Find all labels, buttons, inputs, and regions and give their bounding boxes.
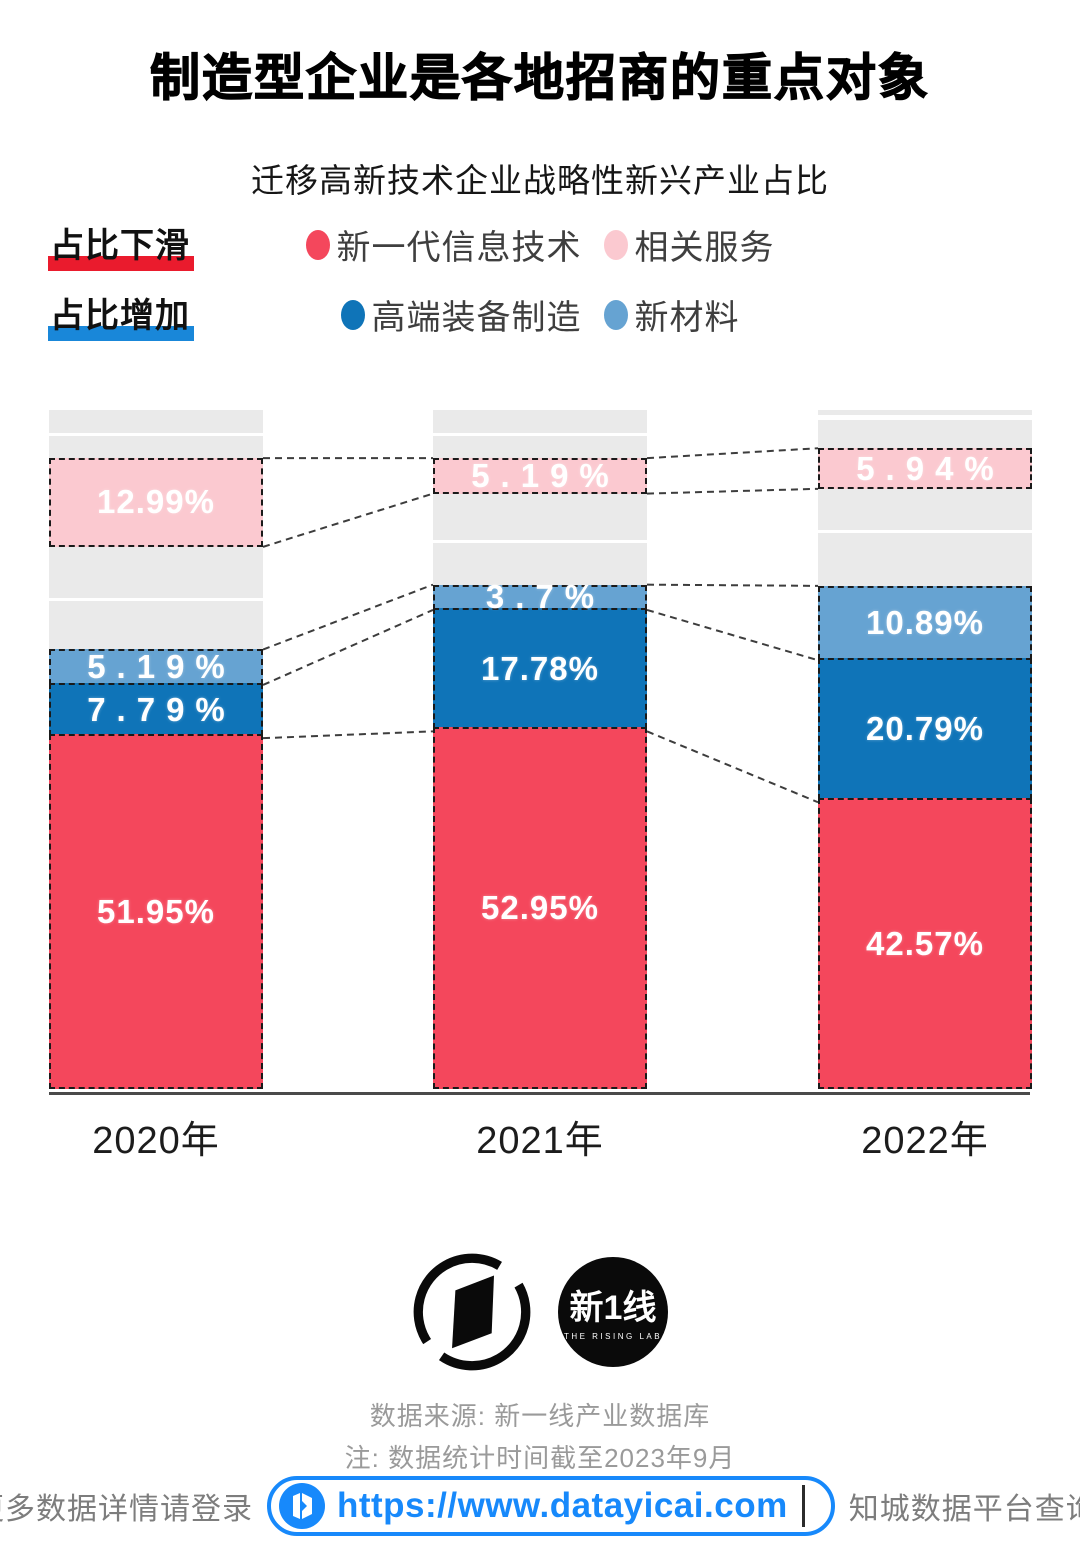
footer-logos: 新1线 THE RISING LAB [0, 1250, 1080, 1374]
segment-equipment-2020年: 7.79% [49, 682, 263, 737]
segment-value-label: 5.19% [471, 456, 620, 494]
segment-other-2020年 [49, 435, 263, 459]
segment-value-label: 52.95% [481, 889, 599, 927]
segment-materials-2022年: 10.89% [818, 585, 1032, 661]
segment-materials-2021年: 3.7% [433, 578, 647, 615]
segment-it-2021年: 52.95% [433, 727, 647, 1089]
segment-value-label: 51.95% [97, 892, 215, 930]
x-axis-label: 2020年 [92, 1120, 220, 1162]
segment-gap-2020年 [49, 598, 263, 602]
connector-line-equipment-top [646, 608, 819, 662]
cta-right-text: 知城数据平台查询! [848, 1493, 1080, 1526]
legend-item-label: 新材料 [634, 299, 740, 337]
trend-label: 占比增加 [48, 288, 194, 341]
datayicai-logo-icon [278, 1483, 325, 1529]
cta-left-text: 更多数据详情请登录 [0, 1493, 253, 1526]
legend-item: 高端装备制造 [340, 290, 582, 339]
segment-materials-2020年: 5.19% [49, 648, 263, 686]
connector-line-equipment-top [262, 608, 434, 686]
segment-it-2022年: 42.57% [818, 798, 1032, 1089]
legend-item-label: 相关服务 [634, 229, 775, 267]
segment-value-label: 17.78% [481, 649, 599, 687]
legend-row-0: 占比下滑 新一代信息技术 相关服务 [0, 218, 1080, 271]
legend-items: 新一代信息技术 相关服务 [0, 220, 1080, 269]
segment-services-2022年: 5.94% [818, 448, 1032, 489]
segment-other-2020年 [49, 410, 263, 433]
trend-underline [48, 326, 194, 341]
segment-other-2022年 [818, 532, 1032, 586]
segment-other-2021年 [433, 435, 647, 459]
segment-gap-2020年 [49, 432, 263, 436]
segment-value-label: 10.89% [866, 604, 984, 642]
x-axis-label: 2021年 [476, 1120, 604, 1162]
segment-value-label: 42.57% [866, 924, 984, 962]
stacked-bar-2021年: 5.19% 3.7% 17.78% 52.95% [433, 410, 647, 1089]
legend-item-label: 高端装备制造 [371, 299, 582, 337]
segment-value-label: 12.99% [97, 483, 215, 521]
segment-other-2021年 [433, 543, 647, 585]
segment-equipment-2021年: 17.78% [433, 607, 647, 730]
segment-gap-2022年 [818, 415, 1032, 420]
legend-item: 相关服务 [603, 220, 775, 269]
url-text: https://www.datayicai.com [336, 1486, 788, 1525]
segment-value-label: 7.79% [87, 690, 236, 728]
legend-dot-icon [305, 229, 330, 260]
segment-gap-2021年 [433, 432, 647, 436]
rising-lab-logo-text: 新1线 [570, 1289, 657, 1327]
connector-line-it-top [646, 730, 819, 804]
segment-other-2021年 [433, 493, 647, 540]
chart-subtitle: 迁移高新技术企业战略性新兴产业占比 [251, 162, 829, 199]
segment-other-2022年 [818, 419, 1032, 449]
rising-lab-logo-icon: 新1线 THE RISING LAB [558, 1257, 668, 1367]
legend-row-1: 占比增加 高端装备制造 新材料 [0, 288, 1080, 341]
stacked-bar-2020年: 12.99% 5.19% 7.79% 51.95% [49, 410, 263, 1089]
data-source-line: 数据来源: 新一线产业数据库 [369, 1401, 711, 1431]
legend-dot-icon [603, 299, 628, 330]
segment-other-2020年 [49, 601, 263, 650]
legend-item: 新材料 [603, 290, 740, 339]
segment-value-label: 3.7% [485, 578, 606, 616]
footer-cta-row: 更多数据详情请登录 https://www.datayicai.com 知城数据… [0, 1476, 1080, 1536]
x-axis-line [49, 1092, 1030, 1095]
segment-services-2021年: 5.19% [433, 456, 647, 494]
url-pill[interactable]: https://www.datayicai.com [266, 1476, 835, 1536]
trend-label: 占比下滑 [48, 218, 194, 271]
segment-equipment-2022年: 20.79% [818, 658, 1032, 801]
legend-dot-icon [340, 299, 365, 330]
yicai-logo-icon [413, 1253, 531, 1371]
segment-other-2021年 [433, 410, 647, 433]
segment-value-label: 5.94% [856, 449, 1005, 487]
page-title: 制造型企业是各地招商的重点对象 [149, 49, 930, 106]
text-cursor [801, 1485, 805, 1527]
trend-underline [48, 256, 194, 271]
segment-value-label: 5.19% [87, 648, 236, 686]
data-note-line: 注: 数据统计时间截至2023年9月 [344, 1443, 736, 1473]
connector-line-it-top [262, 730, 434, 740]
connector-line-materials-top [646, 583, 819, 587]
legend-item: 新一代信息技术 [305, 220, 582, 269]
connector-line-services-bottom [646, 487, 819, 495]
rising-lab-logo-subtext: THE RISING LAB [564, 1332, 662, 1341]
legend-dot-icon [603, 229, 628, 260]
x-axis-label: 2022年 [861, 1120, 989, 1162]
segment-other-2020年 [49, 546, 263, 599]
legend-items: 高端装备制造 新材料 [0, 290, 1080, 339]
segment-other-2022年 [818, 410, 1032, 416]
segment-it-2020年: 51.95% [49, 734, 263, 1089]
connector-line-services-top [646, 447, 819, 460]
segment-gap-2022年 [818, 529, 1032, 533]
chart-area: 12.99% 5.19% 7.79% 51.95% 2020年 5.19% 3.7% 17.7… [49, 410, 1032, 1162]
segment-other-2022年 [818, 488, 1032, 530]
segment-value-label: 20.79% [866, 710, 984, 748]
stacked-bar-2022年: 5.94% 10.89% 20.79% 42.57% [818, 410, 1032, 1089]
segment-gap-2021年 [433, 540, 647, 544]
legend-item-label: 新一代信息技术 [336, 229, 582, 267]
connector-line-services-bottom [262, 492, 434, 548]
segment-services-2020年: 12.99% [49, 458, 263, 547]
connector-line-materials-top [262, 583, 434, 651]
